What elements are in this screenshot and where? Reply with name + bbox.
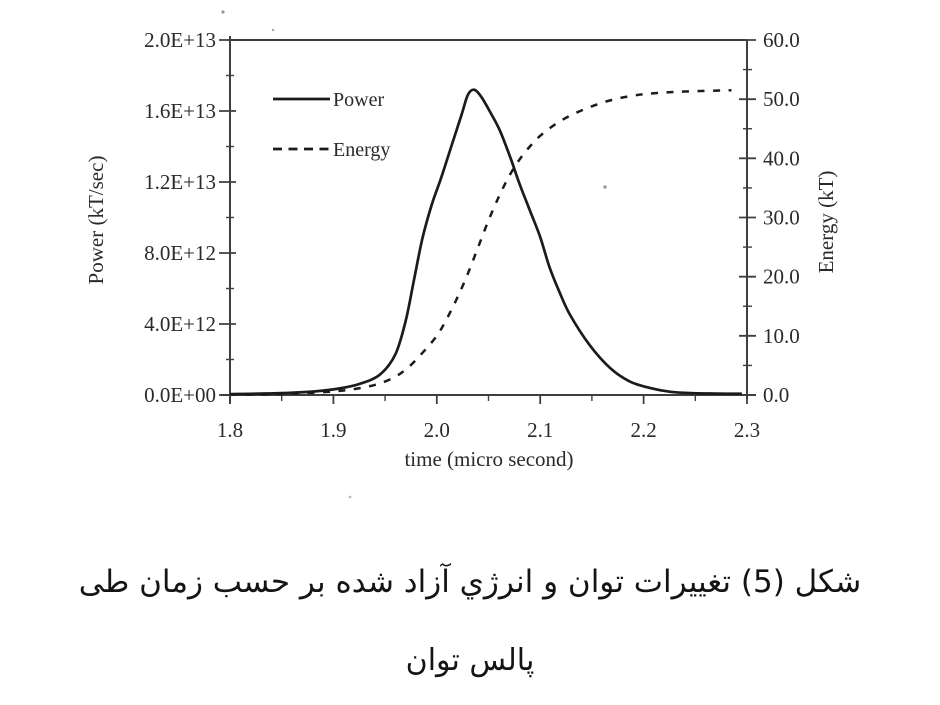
y-left-tick-label: 2.0E+13	[144, 28, 216, 52]
y-right-tick-label: 10.0	[763, 324, 800, 348]
x-tick-label: 2.2	[630, 418, 656, 442]
y-left-tick-label: 1.2E+13	[144, 170, 216, 194]
energy-curve	[229, 89, 732, 396]
y-left-tick-label: 0.0E+00	[144, 383, 216, 407]
y-right-tick-label: 60.0	[763, 28, 800, 52]
y-axis-left-title: Power (kT/sec)	[84, 156, 108, 285]
scan-speck	[348, 495, 352, 499]
y-left-tick-label: 8.0E+12	[144, 241, 216, 265]
y-left-tick-label: 4.0E+12	[144, 312, 216, 336]
scan-speck	[221, 10, 225, 14]
figure-caption-line1: شکل (5) تغییرات توان و انرژي آزاد شده بر…	[78, 564, 862, 600]
y-axis-right-title: Energy (kT)	[814, 171, 838, 274]
x-tick-label: 2.3	[734, 418, 760, 442]
x-axis-title: time (micro second)	[404, 447, 573, 471]
legend-energy-label: Energy	[333, 139, 390, 161]
scan-speck	[603, 185, 607, 189]
y-right-tick-label: 0.0	[763, 383, 789, 407]
y-right-tick-label: 50.0	[763, 87, 800, 111]
y-left-tick-label: 1.6E+13	[144, 99, 216, 123]
x-tick-label: 2.1	[527, 418, 553, 442]
x-tick-label: 2.0	[424, 418, 450, 442]
scan-speck	[271, 28, 275, 32]
chart-svg: 2.0E+13 1.6E+13 1.2E+13 8.0E+12 4.0E+12 0.0E+…	[84, 10, 845, 595]
power-curve	[229, 88, 742, 396]
x-tick-label: 1.8	[217, 418, 243, 442]
y-right-tick-label: 30.0	[763, 206, 800, 230]
x-tick-label: 1.9	[320, 418, 346, 442]
y-right-tick-label: 40.0	[763, 146, 800, 170]
power-energy-chart: 2.0E+13 1.6E+13 1.2E+13 8.0E+12 4.0E+12 0.0E+…	[84, 10, 845, 595]
y-right-tick-label: 20.0	[763, 265, 800, 289]
legend-power-label: Power	[333, 89, 384, 111]
figure-caption-line2: پالس توان	[405, 643, 535, 678]
